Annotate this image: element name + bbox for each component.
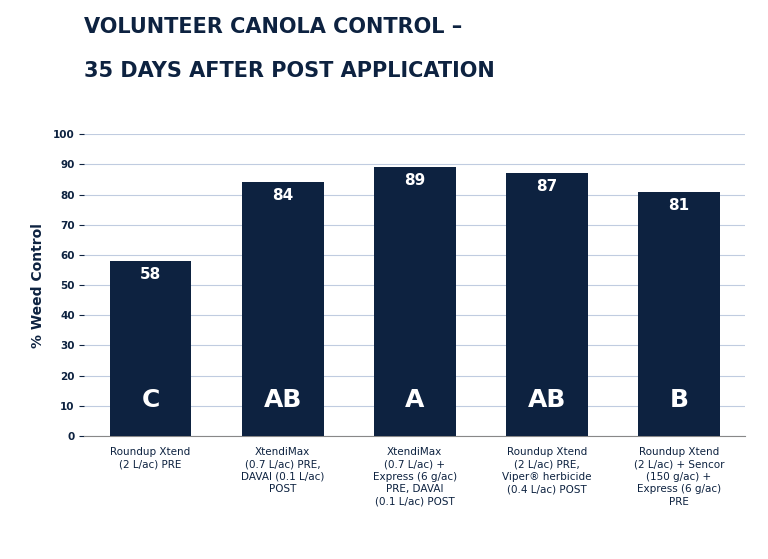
Bar [374, 167, 455, 436]
Text: VOLUNTEER CANOLA CONTROL –: VOLUNTEER CANOLA CONTROL – [84, 17, 463, 37]
Text: 89: 89 [404, 173, 425, 188]
Text: 84: 84 [272, 188, 293, 203]
Text: 58: 58 [140, 267, 161, 282]
Text: A: A [405, 388, 425, 412]
Text: 81: 81 [668, 197, 690, 212]
Bar [638, 192, 720, 436]
Bar [242, 182, 323, 436]
Text: 87: 87 [536, 179, 558, 195]
Text: AB: AB [263, 388, 302, 412]
Bar [110, 261, 191, 436]
Text: C: C [141, 388, 160, 412]
Text: AB: AB [528, 388, 566, 412]
Y-axis label: % Weed Control: % Weed Control [31, 222, 45, 348]
Text: 35 DAYS AFTER POST APPLICATION: 35 DAYS AFTER POST APPLICATION [84, 61, 495, 82]
Text: B: B [670, 388, 688, 412]
Bar [506, 173, 588, 436]
